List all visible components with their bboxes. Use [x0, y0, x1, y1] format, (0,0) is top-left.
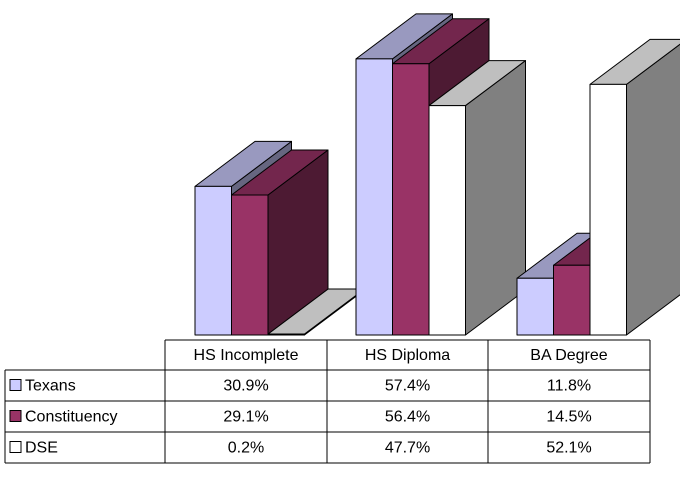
bar-side: [626, 43, 680, 336]
value-label: 52.1%: [546, 440, 591, 457]
legend-label: Constituency: [25, 409, 118, 426]
value-label: 29.1%: [223, 409, 268, 426]
legend-swatch: [9, 441, 22, 453]
value-label: 14.5%: [546, 409, 591, 426]
bar-front: [589, 83, 627, 336]
bar-front: [231, 194, 269, 336]
bar-front: [392, 63, 430, 336]
data-table: HS Incomplete HS Diploma BA Degree Texans 30…: [4, 339, 651, 464]
bar-front: [267, 333, 305, 336]
bar: [428, 60, 526, 336]
bar-front: [553, 264, 591, 336]
column-header: HS Incomplete: [194, 347, 299, 364]
value-label: 47.7%: [385, 440, 430, 457]
column-header: HS Diploma: [365, 347, 450, 364]
bars: [194, 13, 680, 336]
value-label: 56.4%: [385, 409, 430, 426]
legend-label: DSE: [25, 440, 58, 457]
bar: [589, 38, 680, 336]
bar-front: [194, 185, 232, 336]
value-label: 11.8%: [547, 378, 591, 395]
bar-front: [516, 277, 554, 336]
value-label: 30.9%: [223, 378, 268, 395]
bar-front: [355, 58, 393, 336]
legend-label: Texans: [25, 378, 76, 395]
legend-swatch: [9, 410, 22, 422]
legend-swatch: [9, 379, 22, 391]
column-header: BA Degree: [530, 347, 607, 364]
bar-front: [428, 105, 466, 336]
value-label: 57.4%: [385, 378, 430, 395]
value-label: 0.2%: [228, 440, 264, 457]
